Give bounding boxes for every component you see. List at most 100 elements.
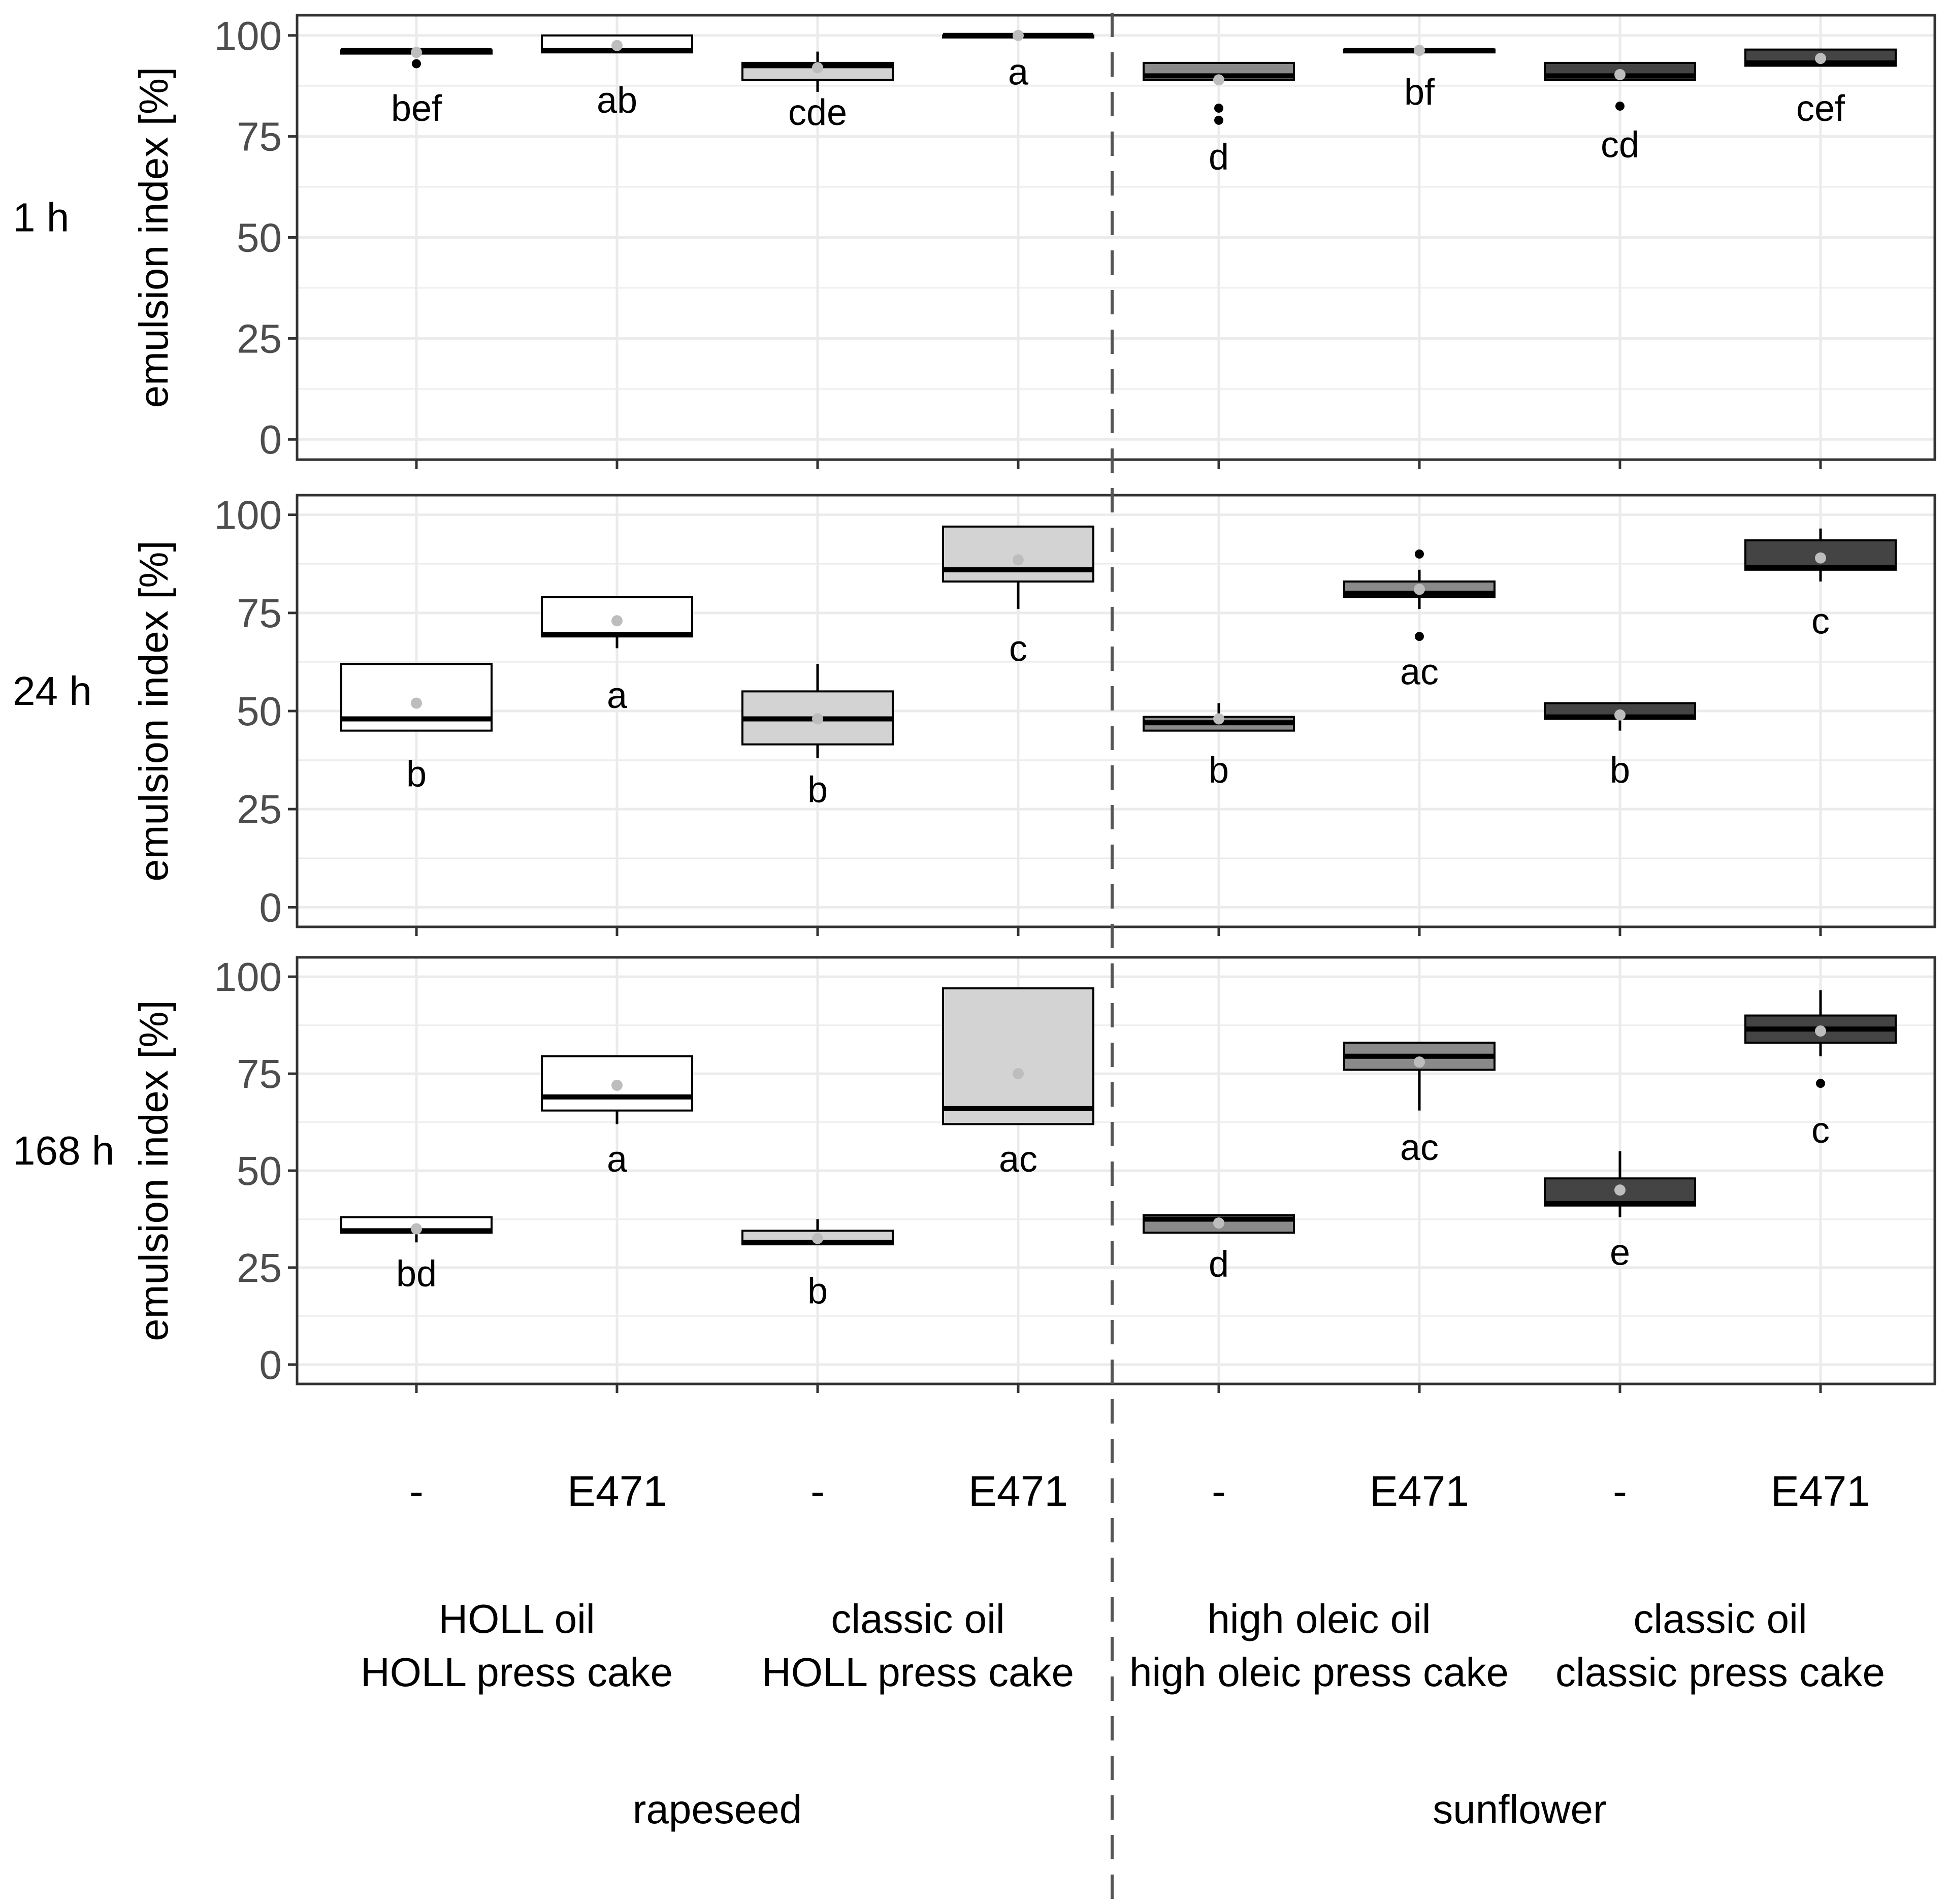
significance-letter: ac: [1400, 1127, 1439, 1168]
mean-point: [1414, 1056, 1425, 1068]
significance-letter: ac: [999, 1139, 1037, 1180]
panel-border: [296, 956, 1936, 1385]
y-tick-label: 25: [237, 316, 282, 361]
significance-letter: e: [1610, 1232, 1630, 1273]
mean-point: [812, 62, 823, 74]
mean-point: [611, 1080, 623, 1091]
significance-letter: b: [807, 1271, 828, 1312]
significance-letter: ab: [597, 80, 637, 121]
significance-letter: bd: [396, 1253, 437, 1294]
significance-letter: bef: [391, 88, 442, 129]
box-1: bd: [340, 1216, 493, 1294]
box-8: c: [1744, 990, 1897, 1151]
significance-letter: a: [607, 675, 628, 716]
mean-point: [1414, 584, 1425, 595]
y-tick-label: 100: [214, 13, 282, 58]
category-label: -: [1212, 1467, 1226, 1515]
box-3: b: [741, 1219, 894, 1312]
mean-point: [1013, 29, 1024, 41]
y-tick-label: 25: [237, 787, 282, 832]
significance-letter: c: [1811, 601, 1830, 641]
subgroup-label-line1: high oleic oil: [1207, 1596, 1431, 1641]
box-4: c: [942, 525, 1094, 669]
mean-point: [1213, 74, 1224, 86]
mean-point: [611, 615, 623, 627]
subgroup-label-line1: classic oil: [831, 1596, 1004, 1641]
category-label: E471: [968, 1467, 1068, 1515]
significance-letter: bf: [1404, 72, 1435, 113]
box-4: a: [942, 29, 1094, 92]
mean-point: [1213, 1217, 1224, 1229]
y-tick-label: 50: [237, 215, 282, 261]
y-axis-title: emulsion index [%]: [131, 540, 176, 881]
significance-letter: cd: [1601, 125, 1639, 166]
panel-border: [296, 494, 1936, 928]
y-tick-label: 0: [259, 885, 282, 930]
group-label: sunflower: [1433, 1787, 1606, 1832]
category-label: E471: [567, 1467, 667, 1515]
box-7: e: [1544, 1151, 1696, 1273]
y-tick-label: 100: [214, 954, 282, 999]
outlier-point: [1415, 632, 1424, 641]
significance-letter: d: [1209, 1244, 1229, 1284]
subgroup-label-line1: HOLL oil: [438, 1596, 595, 1641]
y-axis-title: emulsion index [%]: [131, 1000, 176, 1341]
mean-point: [1414, 45, 1425, 56]
mean-point: [1815, 552, 1826, 564]
subgroup-label-line2: high oleic press cake: [1129, 1650, 1509, 1695]
mean-point: [1213, 713, 1224, 725]
panel-border: [296, 14, 1936, 461]
significance-letter: b: [1209, 750, 1229, 791]
mean-point: [411, 1223, 422, 1235]
mean-point: [411, 697, 422, 709]
box-5: d: [1143, 1214, 1295, 1284]
outlier-point: [412, 59, 421, 69]
category-label: -: [810, 1467, 825, 1515]
outlier-point: [1415, 549, 1424, 559]
box-6: ac: [1343, 549, 1496, 693]
significance-letter: b: [406, 754, 427, 795]
significance-letter: d: [1209, 137, 1229, 177]
mean-point: [1614, 709, 1626, 721]
category-label: E471: [1370, 1467, 1469, 1515]
panel-2: 0 25 50 75 100 emulsion index [%] 24 h b a b c b ac b…: [13, 493, 1936, 936]
box-1: bef: [340, 47, 493, 129]
mean-point: [1013, 554, 1024, 566]
panel-time-label: 1 h: [13, 195, 69, 240]
box-1: b: [340, 663, 493, 795]
significance-letter: cef: [1796, 88, 1845, 129]
subgroup-label-line2: classic press cake: [1555, 1650, 1885, 1695]
box-8: cef: [1744, 48, 1897, 129]
box-8: c: [1744, 528, 1897, 641]
category-label: -: [409, 1467, 424, 1515]
box-2: a: [541, 596, 693, 716]
mean-point: [411, 47, 422, 58]
y-tick-label: 75: [237, 1051, 282, 1096]
mean-point: [1614, 69, 1626, 80]
significance-letter: a: [607, 1139, 628, 1180]
y-tick-label: 75: [237, 591, 282, 636]
outlier-point: [1615, 101, 1625, 111]
significance-letter: c: [1009, 628, 1027, 669]
y-tick-label: 50: [237, 689, 282, 734]
box-7: b: [1544, 702, 1696, 791]
category-label: -: [1613, 1467, 1627, 1515]
box-2: ab: [541, 34, 693, 121]
panel-1: 0 25 50 75 100 emulsion index [%] 1 h bef ab cde a…: [13, 13, 1936, 469]
box-2: a: [541, 1055, 693, 1180]
box-4: ac: [942, 987, 1094, 1180]
subgroup-label-line2: HOLL press cake: [361, 1650, 673, 1695]
group-label: rapeseed: [633, 1787, 802, 1832]
box-6: ac: [1343, 1042, 1496, 1168]
mean-point: [611, 40, 623, 51]
y-tick-label: 100: [214, 493, 282, 538]
y-axis-title: emulsion index [%]: [131, 67, 176, 408]
panel-time-label: 168 h: [13, 1128, 114, 1173]
y-tick-label: 25: [237, 1245, 282, 1290]
box-7: cd: [1544, 61, 1696, 166]
significance-letter: b: [1610, 750, 1630, 791]
significance-letter: a: [1008, 52, 1029, 92]
mean-point: [1013, 1068, 1024, 1080]
significance-letter: b: [807, 770, 828, 811]
